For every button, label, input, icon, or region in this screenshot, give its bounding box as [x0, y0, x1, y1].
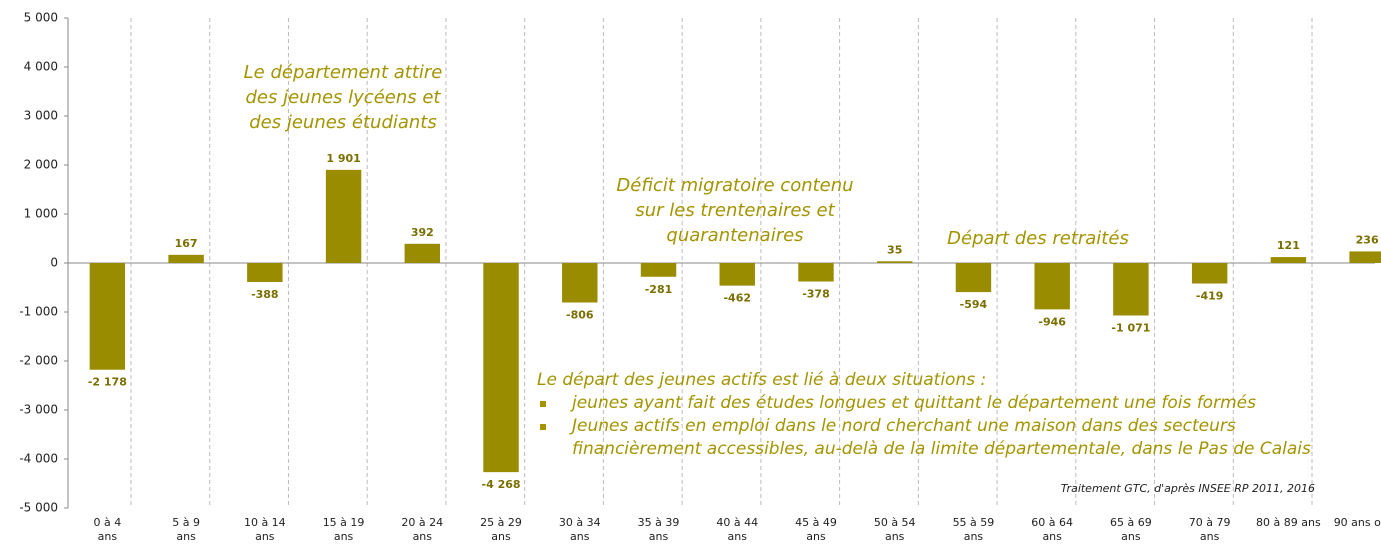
y-tick-label: 5 000 — [24, 11, 58, 25]
x-tick-label: 90 ans ou + — [1333, 516, 1381, 529]
y-tick-label: -4 000 — [19, 452, 58, 466]
x-tick-label: 5 à 9 ans — [172, 516, 200, 543]
value-label: 236 — [1356, 233, 1379, 246]
x-tick-label: 25 à 29 ans — [480, 516, 522, 543]
bar — [168, 254, 204, 263]
bar — [719, 263, 755, 286]
bar — [247, 263, 283, 283]
annotation: Départ des retraités — [947, 228, 1129, 249]
y-tick-label: 0 — [50, 256, 58, 270]
bar — [798, 263, 834, 282]
x-tick-label: 35 à 39 ans — [637, 516, 680, 543]
bar — [955, 263, 992, 293]
x-tick-label: 30 à 34 ans — [558, 516, 601, 543]
source-note: Traitement GTC, d'après INSEE RP 2011, 2… — [1060, 482, 1315, 495]
value-label: -462 — [723, 292, 751, 305]
value-label: 392 — [411, 226, 434, 239]
x-tick-label: 50 à 54 ans — [873, 516, 916, 543]
bar — [1270, 257, 1307, 263]
value-label: -806 — [566, 308, 594, 321]
bar — [877, 261, 913, 263]
y-tick-label: -2 000 — [19, 354, 58, 368]
annotation-item: Jeunes actifs en emploi dans le nord che… — [540, 415, 1327, 461]
value-label: 1 901 — [326, 152, 360, 165]
value-label: -281 — [645, 283, 673, 296]
bar — [1034, 263, 1070, 310]
x-tick-label: 10 à 14 ans — [243, 516, 286, 543]
x-tick-label: 65 à 69 ans — [1110, 516, 1152, 543]
bar — [1191, 263, 1228, 284]
y-tick-label: 2 000 — [24, 158, 58, 172]
bar — [89, 263, 126, 370]
y-tick-label: -1 000 — [19, 305, 58, 319]
x-tick-label: 15 à 19 ans — [322, 516, 365, 543]
bar — [1349, 251, 1381, 263]
bar — [1113, 263, 1149, 316]
x-tick-label: 0 à 4 ans — [93, 516, 122, 543]
value-label: -2 178 — [88, 376, 127, 389]
value-label: -4 268 — [482, 478, 521, 491]
value-label: -388 — [251, 288, 279, 301]
value-label: 167 — [175, 237, 198, 250]
annotation-box: Le départ des jeunes actifs est lié à de… — [537, 369, 1327, 461]
bar — [483, 263, 519, 473]
value-label: -419 — [1196, 290, 1224, 303]
annotation: Le département attire des jeunes lycéens… — [243, 62, 443, 133]
y-tick-label: 1 000 — [24, 207, 58, 221]
x-tick-label: 20 à 24 ans — [401, 516, 444, 543]
bar — [562, 263, 598, 303]
annotation-item: jeunes ayant fait des études longues et … — [540, 392, 1327, 415]
bar — [404, 243, 441, 263]
y-tick-label: 3 000 — [24, 109, 58, 123]
value-label: -378 — [802, 288, 830, 301]
annotation: Déficit migratoire contenu sur les trent… — [616, 175, 854, 246]
y-tick-label: 4 000 — [24, 60, 58, 74]
x-tick-label: 40 à 44 ans — [716, 516, 759, 543]
value-label: -1 071 — [1111, 321, 1150, 334]
x-tick-label: 70 à 79 ans — [1188, 516, 1231, 543]
bar — [325, 169, 362, 263]
x-tick-label: 45 à 49 ans — [795, 516, 837, 543]
annotation-list: jeunes ayant fait des études longues et … — [537, 392, 1327, 461]
value-label: -946 — [1038, 315, 1066, 328]
value-label: -594 — [960, 298, 988, 311]
x-tick-label: 80 à 89 ans — [1256, 516, 1321, 529]
value-label: 121 — [1277, 239, 1300, 252]
y-tick-label: -5 000 — [19, 501, 58, 515]
annotation-heading: Le départ des jeunes actifs est lié à de… — [537, 370, 987, 390]
value-label: 35 — [887, 243, 902, 256]
bar — [640, 263, 677, 277]
x-tick-label: 60 à 64 ans — [1031, 516, 1074, 543]
y-tick-label: -3 000 — [19, 403, 58, 417]
x-tick-label: 55 à 59 ans — [952, 516, 995, 543]
